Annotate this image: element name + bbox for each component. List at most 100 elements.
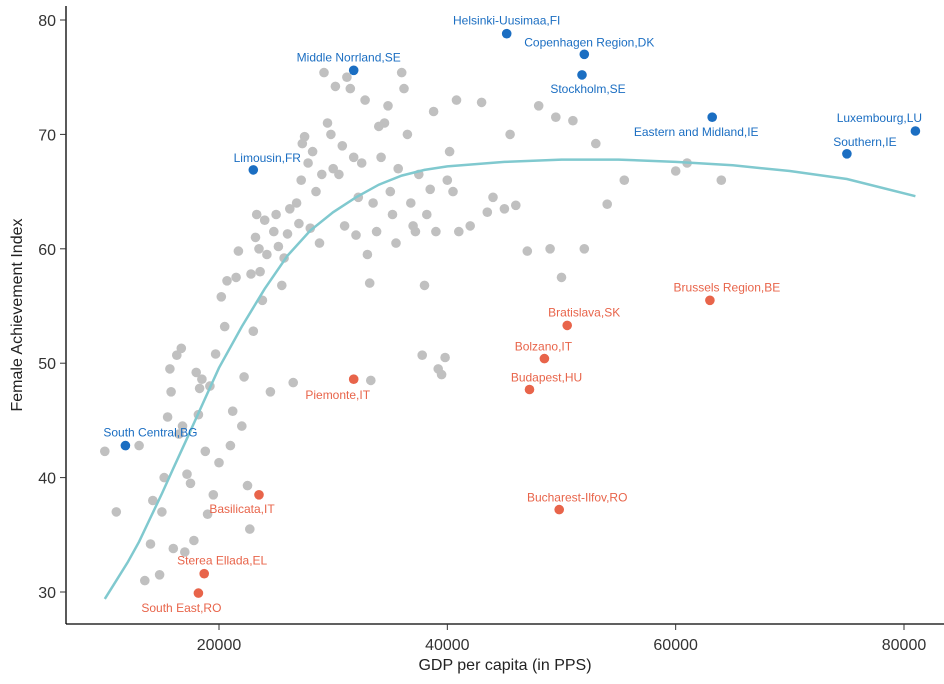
background-point bbox=[387, 209, 398, 220]
background-point bbox=[250, 232, 261, 243]
background-point bbox=[337, 141, 348, 151]
background-point bbox=[159, 472, 169, 483]
background-point bbox=[619, 175, 630, 185]
background-point bbox=[330, 81, 341, 92]
point-label: South East,RO bbox=[141, 601, 221, 615]
highlight-point bbox=[524, 384, 535, 395]
background-point bbox=[271, 209, 281, 220]
background-point bbox=[319, 67, 329, 78]
background-point bbox=[255, 266, 265, 277]
background-point bbox=[245, 524, 255, 534]
highlight-point bbox=[707, 112, 717, 122]
point-label: Budapest,HU bbox=[511, 371, 582, 385]
y-tick-label: 30 bbox=[38, 585, 56, 602]
background-point bbox=[334, 169, 344, 180]
background-point bbox=[670, 166, 681, 176]
background-point bbox=[303, 158, 313, 168]
background-point bbox=[317, 169, 327, 180]
background-point bbox=[545, 244, 555, 254]
background-point bbox=[177, 421, 188, 431]
highlight-point bbox=[910, 126, 921, 136]
background-point bbox=[488, 192, 498, 203]
background-point bbox=[422, 209, 432, 220]
background-point bbox=[399, 83, 409, 94]
background-point bbox=[551, 112, 561, 122]
point-label: South Central,BG bbox=[103, 426, 197, 440]
background-point bbox=[396, 67, 407, 78]
background-point bbox=[360, 95, 370, 105]
background-point bbox=[185, 478, 196, 489]
point-label: Sterea Ellada,EL bbox=[177, 554, 267, 568]
background-point bbox=[202, 509, 213, 519]
background-point bbox=[406, 198, 416, 208]
background-point bbox=[368, 198, 378, 208]
background-point bbox=[379, 118, 390, 128]
background-point bbox=[356, 158, 367, 168]
background-point bbox=[145, 539, 156, 549]
highlight-point bbox=[577, 70, 587, 80]
background-point bbox=[191, 367, 201, 378]
point-label: Piemonte,IT bbox=[305, 388, 370, 402]
y-tick-label: 70 bbox=[38, 127, 56, 144]
background-point bbox=[383, 101, 393, 111]
background-point bbox=[348, 152, 359, 163]
background-point bbox=[180, 547, 190, 557]
background-point bbox=[482, 207, 493, 217]
point-label: Helsinki-Uusimaa,FI bbox=[453, 14, 560, 28]
background-point bbox=[419, 280, 430, 291]
y-tick-label: 80 bbox=[38, 13, 56, 30]
highlight-point bbox=[199, 568, 209, 579]
background-point bbox=[322, 118, 333, 128]
background-point bbox=[273, 241, 284, 252]
background-point bbox=[210, 349, 221, 359]
background-point bbox=[100, 446, 110, 457]
background-point bbox=[197, 374, 207, 385]
trend-line bbox=[103, 158, 916, 600]
background-point bbox=[291, 198, 302, 208]
background-point bbox=[366, 375, 376, 386]
background-point bbox=[189, 535, 199, 546]
highlight-points bbox=[120, 28, 921, 598]
x-tick-label: 20000 bbox=[197, 637, 242, 654]
background-point bbox=[216, 292, 227, 302]
background-point bbox=[225, 440, 236, 451]
background-point bbox=[351, 230, 361, 240]
background-point bbox=[165, 364, 175, 374]
background-point bbox=[499, 204, 510, 214]
background-point bbox=[254, 244, 264, 254]
background-point bbox=[299, 131, 310, 142]
background-point bbox=[454, 226, 464, 237]
background-point bbox=[444, 146, 455, 157]
background-point bbox=[200, 446, 211, 457]
background-point bbox=[314, 238, 325, 248]
background-point bbox=[428, 106, 439, 117]
background-point bbox=[431, 226, 441, 237]
background-point bbox=[342, 72, 352, 82]
background-point bbox=[339, 221, 350, 231]
background-point bbox=[239, 372, 249, 382]
background-points bbox=[100, 67, 727, 586]
highlight-point bbox=[705, 295, 715, 306]
background-point bbox=[168, 543, 179, 554]
background-point bbox=[231, 272, 241, 283]
background-point bbox=[448, 186, 458, 197]
point-label: Bolzano,IT bbox=[515, 340, 573, 354]
point-label: Basilicata,IT bbox=[209, 502, 275, 516]
x-tick-label: 80000 bbox=[882, 637, 927, 654]
background-point bbox=[222, 276, 232, 286]
background-point bbox=[326, 129, 336, 140]
y-axis-title: Female Achievement Index bbox=[9, 219, 26, 412]
point-label: Copenhagen Region,DK bbox=[524, 35, 654, 49]
background-point bbox=[174, 429, 184, 439]
background-point bbox=[602, 199, 612, 209]
background-point bbox=[285, 204, 295, 214]
highlight-point bbox=[539, 353, 550, 364]
background-point bbox=[162, 412, 173, 422]
background-point bbox=[385, 186, 396, 197]
x-tick-label: 40000 bbox=[425, 637, 470, 654]
point-label: Eastern and Midland,IE bbox=[634, 125, 759, 139]
background-point bbox=[111, 507, 122, 517]
background-point bbox=[182, 469, 192, 480]
highlight-point bbox=[254, 490, 264, 500]
x-axis-title: GDP per capita (in PPS) bbox=[418, 657, 591, 674]
